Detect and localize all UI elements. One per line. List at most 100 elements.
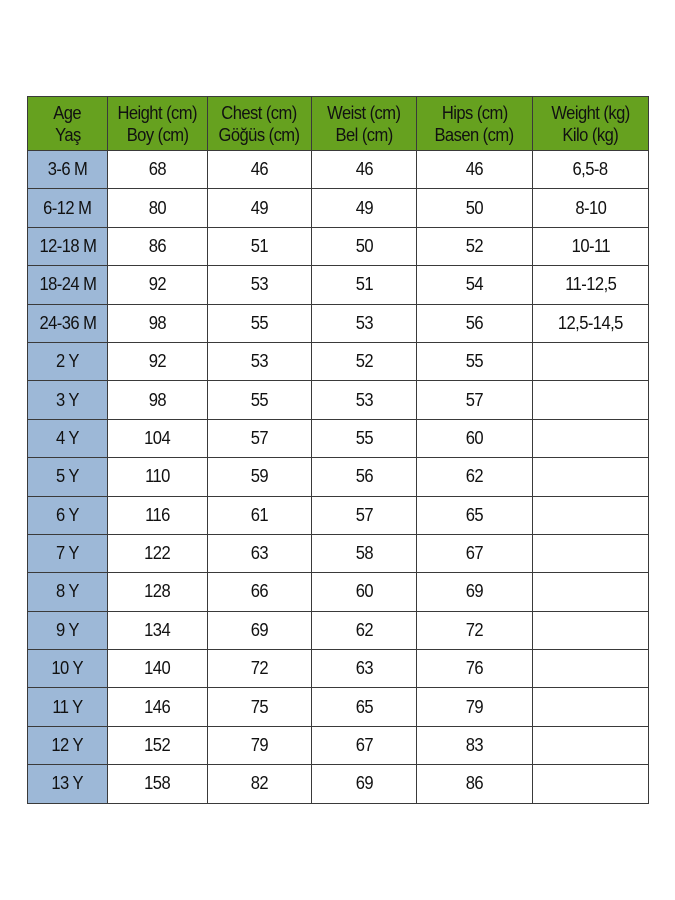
cell-hips-value: 83 bbox=[465, 735, 484, 756]
table-row: 24-36 M 98 55 53 56 12,5-14,5 bbox=[27, 303, 649, 343]
cell-weight-value: 6,5-8 bbox=[573, 159, 609, 180]
cell-age-value: 8 Y bbox=[56, 581, 79, 602]
cell-weight: 6,5-8 bbox=[532, 149, 649, 190]
cell-height-value: 140 bbox=[144, 658, 172, 679]
header-height-en: Height (cm) bbox=[117, 102, 198, 123]
cell-height: 68 bbox=[107, 149, 208, 190]
cell-hips-value: 86 bbox=[465, 773, 484, 794]
cell-waist: 58 bbox=[311, 533, 417, 574]
header-weight: Weight (kg) Kilo (kg) bbox=[532, 96, 649, 151]
table-row: 5 Y 110 59 56 62 bbox=[27, 457, 649, 497]
cell-height-value: 80 bbox=[148, 197, 167, 218]
cell-height-value: 128 bbox=[144, 581, 172, 602]
cell-waist: 65 bbox=[311, 687, 417, 727]
cell-height-value: 98 bbox=[148, 312, 167, 333]
cell-age-value: 24-36 M bbox=[39, 312, 96, 333]
cell-weight-value: 11-12,5 bbox=[564, 274, 617, 295]
header-waist-en: Weist (cm) bbox=[327, 102, 401, 123]
cell-hips-value: 60 bbox=[465, 427, 484, 448]
cell-weight bbox=[532, 649, 649, 689]
cell-hips-value: 55 bbox=[465, 351, 484, 372]
table-row: 10 Y 140 72 63 76 bbox=[27, 649, 649, 689]
cell-age: 3 Y bbox=[27, 380, 108, 420]
cell-chest-value: 55 bbox=[250, 389, 269, 410]
header-height-tr: Boy (cm) bbox=[126, 124, 189, 145]
cell-chest: 82 bbox=[207, 764, 312, 804]
cell-waist-value: 52 bbox=[355, 351, 373, 372]
cell-chest: 53 bbox=[207, 341, 312, 382]
header-row: Age Yaş Height (cm) Boy (cm) Chest (cm) Göğüs… bbox=[27, 96, 649, 151]
cell-age: 4 Y bbox=[27, 418, 108, 459]
cell-age-value: 18-24 M bbox=[39, 274, 96, 295]
cell-waist-value: 57 bbox=[355, 504, 373, 525]
cell-age: 12-18 M bbox=[27, 226, 108, 267]
cell-weight: 12,5-14,5 bbox=[532, 303, 649, 343]
cell-hips-value: 54 bbox=[465, 274, 484, 295]
cell-height: 104 bbox=[107, 418, 208, 459]
cell-weight-value: 8-10 bbox=[575, 197, 606, 218]
cell-hips-value: 72 bbox=[465, 619, 484, 640]
header-hips-en: Hips (cm) bbox=[441, 102, 508, 123]
cell-hips: 56 bbox=[416, 303, 533, 343]
cell-waist-value: 49 bbox=[355, 197, 373, 218]
cell-height-value: 122 bbox=[144, 543, 172, 564]
cell-hips-value: 79 bbox=[465, 696, 484, 717]
table-row: 18-24 M 92 53 51 54 11-12,5 bbox=[27, 265, 649, 305]
cell-waist: 55 bbox=[311, 418, 417, 459]
cell-chest: 55 bbox=[207, 303, 312, 343]
header-chest-en: Chest (cm) bbox=[221, 102, 298, 123]
table-row: 12-18 M 86 51 50 52 10-11 bbox=[27, 226, 649, 267]
table-row: 7 Y 122 63 58 67 bbox=[27, 533, 649, 574]
cell-waist: 57 bbox=[311, 495, 417, 535]
cell-chest: 59 bbox=[207, 457, 312, 497]
cell-chest: 66 bbox=[207, 572, 312, 612]
cell-weight bbox=[532, 380, 649, 420]
cell-waist: 52 bbox=[311, 341, 417, 382]
cell-height-value: 68 bbox=[148, 159, 167, 180]
cell-chest: 55 bbox=[207, 380, 312, 420]
cell-age: 18-24 M bbox=[27, 265, 108, 305]
cell-hips-value: 56 bbox=[465, 312, 484, 333]
cell-hips: 86 bbox=[416, 764, 533, 804]
cell-age-value: 9 Y bbox=[56, 619, 79, 640]
cell-height: 98 bbox=[107, 380, 208, 420]
cell-hips: 65 bbox=[416, 495, 533, 535]
cell-age-value: 4 Y bbox=[56, 427, 79, 448]
table-row: 9 Y 134 69 62 72 bbox=[27, 610, 649, 651]
cell-hips: 57 bbox=[416, 380, 533, 420]
cell-age: 11 Y bbox=[27, 687, 108, 727]
cell-age-value: 6 Y bbox=[56, 504, 79, 525]
cell-waist: 63 bbox=[311, 649, 417, 689]
cell-chest: 75 bbox=[207, 687, 312, 727]
header-hips: Hips (cm) Basen (cm) bbox=[416, 96, 533, 151]
cell-waist: 53 bbox=[311, 380, 417, 420]
cell-waist-value: 50 bbox=[355, 235, 373, 256]
cell-age-value: 5 Y bbox=[56, 466, 79, 487]
cell-age-value: 12 Y bbox=[51, 735, 84, 756]
cell-chest: 51 bbox=[207, 226, 312, 267]
cell-waist: 67 bbox=[311, 725, 417, 766]
cell-waist: 50 bbox=[311, 226, 417, 267]
cell-height-value: 116 bbox=[145, 504, 170, 525]
cell-waist-value: 62 bbox=[355, 619, 373, 640]
cell-waist-value: 60 bbox=[355, 581, 373, 602]
cell-weight bbox=[532, 457, 649, 497]
cell-hips: 76 bbox=[416, 649, 533, 689]
cell-waist: 53 bbox=[311, 303, 417, 343]
cell-height-value: 98 bbox=[148, 389, 167, 410]
cell-waist-value: 53 bbox=[355, 389, 373, 410]
cell-chest: 72 bbox=[207, 649, 312, 689]
cell-height-value: 86 bbox=[148, 235, 167, 256]
cell-height: 146 bbox=[107, 687, 208, 727]
cell-height-value: 134 bbox=[144, 619, 172, 640]
cell-chest-value: 72 bbox=[250, 658, 269, 679]
cell-chest: 63 bbox=[207, 533, 312, 574]
cell-hips: 60 bbox=[416, 418, 533, 459]
cell-weight bbox=[532, 495, 649, 535]
cell-height-value: 158 bbox=[144, 773, 172, 794]
cell-weight bbox=[532, 610, 649, 651]
cell-chest: 53 bbox=[207, 265, 312, 305]
cell-waist-value: 69 bbox=[355, 773, 373, 794]
cell-height-value: 110 bbox=[145, 466, 170, 487]
cell-height: 122 bbox=[107, 533, 208, 574]
